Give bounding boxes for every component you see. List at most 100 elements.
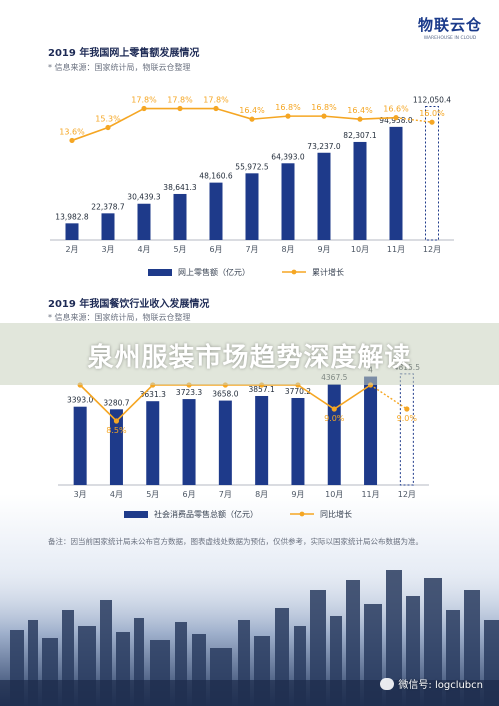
bar bbox=[173, 193, 187, 240]
brand-tagline: WAREHOUSE IN CLOUD bbox=[423, 36, 477, 41]
x-tick-label: 10月 bbox=[325, 490, 343, 499]
wechat-id: 微信号: logclubcn bbox=[398, 680, 483, 691]
legend-bar-swatch bbox=[148, 269, 172, 276]
x-tick-label: 11月 bbox=[361, 490, 379, 499]
line-value-label: 17.8% bbox=[131, 96, 157, 105]
legend-line-marker bbox=[299, 511, 305, 517]
banner-title: 泉州服装市场趋势深度解读 bbox=[87, 343, 412, 373]
bar bbox=[101, 213, 115, 240]
x-tick-label: 11月 bbox=[387, 245, 405, 254]
bar-value-label: 30,439.3 bbox=[127, 193, 161, 202]
bar-value-label: 94,958.0 bbox=[379, 116, 413, 125]
x-tick-label: 8月 bbox=[255, 490, 268, 499]
line-value-label: 17.8% bbox=[167, 96, 193, 105]
chart1-source: * 信息来源：国家统计局，物联云仓整理 bbox=[48, 63, 191, 72]
brand-name: 物联云仓 bbox=[417, 16, 482, 34]
line-point bbox=[331, 406, 337, 412]
chart1-online-retail: 13,982.8 2月 22,378.7 3月 30,439.3 4月 38,641.3 5月… bbox=[50, 96, 454, 277]
line-value-label: 13.6% bbox=[59, 127, 85, 136]
line-value-label: 15.3% bbox=[95, 115, 121, 124]
line-value-label: 8.5% bbox=[106, 426, 127, 435]
line-value-label: 16.4% bbox=[347, 106, 373, 115]
bar-value-label: 3658.0 bbox=[212, 390, 238, 399]
bar bbox=[353, 141, 367, 240]
bar bbox=[364, 376, 378, 485]
line-value-label: 17.8% bbox=[203, 96, 229, 105]
bar bbox=[73, 406, 87, 485]
bar bbox=[317, 152, 331, 240]
chart2-source: * 信息来源：国家统计局，物联云仓整理 bbox=[48, 313, 191, 322]
x-tick-label: 10月 bbox=[351, 245, 369, 254]
bar-value-label: 48,160.6 bbox=[199, 172, 233, 181]
line-point bbox=[213, 105, 219, 112]
line-point bbox=[321, 113, 327, 119]
bar bbox=[182, 399, 196, 485]
x-tick-label: 9月 bbox=[291, 490, 304, 499]
bar-value-label: 73,237.0 bbox=[307, 142, 341, 151]
x-tick-label: 2月 bbox=[65, 245, 78, 254]
bar bbox=[218, 400, 232, 485]
x-tick-label: 4月 bbox=[137, 245, 150, 254]
legend-line-marker bbox=[291, 269, 297, 275]
chart2-title: 2019 年我国餐饮行业收入发展情况 bbox=[48, 299, 210, 310]
series-line bbox=[71, 107, 397, 142]
footnote: 备注：因当前国家统计局未公布官方数据，图表虚线处数据为预估，仅供参考，实际以国家… bbox=[48, 537, 423, 546]
bar-value-label: 3857.1 bbox=[249, 385, 275, 394]
x-tick-label: 6月 bbox=[209, 245, 222, 254]
line-value-label: 16.6% bbox=[383, 105, 409, 114]
legend-line-label: 同比增长 bbox=[320, 509, 352, 519]
bar-value-label: 13,982.8 bbox=[55, 212, 89, 221]
bar bbox=[389, 126, 403, 240]
legend-bar-label: 网上零售额（亿元） bbox=[178, 267, 250, 277]
line-point bbox=[177, 105, 183, 112]
bar bbox=[146, 401, 160, 485]
line-point bbox=[249, 116, 255, 122]
line-point bbox=[105, 124, 111, 131]
x-tick-label: 3月 bbox=[101, 245, 114, 254]
line-point bbox=[429, 119, 435, 125]
x-tick-label: 4月 bbox=[110, 490, 123, 499]
chart1-title: 2019 年我国网上零售额发展情况 bbox=[48, 48, 200, 59]
bar-value-label: 3280.7 bbox=[103, 398, 129, 407]
line-point bbox=[69, 137, 75, 144]
bar-value-label: 55,972.5 bbox=[235, 162, 269, 171]
chart2-catering-revenue: 3393.0 3月 3280.7 4月 3631.3 5月 3723.3 6月 3658.0 7月… bbox=[58, 363, 429, 519]
bar-forecast bbox=[399, 373, 414, 486]
legend-line-label: 累计增长 bbox=[312, 267, 344, 277]
bar-value-label: 112,050.4 bbox=[413, 96, 451, 105]
line-point bbox=[285, 113, 291, 119]
line-value-label: 9.0% bbox=[324, 414, 345, 423]
x-tick-label: 9月 bbox=[317, 245, 330, 254]
line-value-label: 16.4% bbox=[239, 106, 265, 115]
bar bbox=[65, 223, 79, 240]
line-point bbox=[141, 105, 147, 112]
x-tick-label: 12月 bbox=[398, 490, 416, 499]
line-point bbox=[404, 406, 410, 412]
x-tick-label: 8月 bbox=[281, 245, 294, 254]
brand-logo: 物联云仓 WAREHOUSE IN CLOUD bbox=[415, 14, 485, 41]
line-value-label: 16.8% bbox=[311, 103, 337, 112]
bar-value-label: 3393.0 bbox=[67, 396, 93, 405]
x-tick-label: 3月 bbox=[74, 490, 87, 499]
bar-value-label: 3631.3 bbox=[140, 390, 166, 399]
line-point bbox=[357, 116, 363, 122]
bar-value-label: 22,378.7 bbox=[91, 202, 125, 211]
line-point bbox=[393, 115, 399, 121]
line-point bbox=[113, 418, 120, 424]
title-banner bbox=[0, 323, 499, 385]
legend-bar-label: 社会消费品零售总额（亿元） bbox=[154, 509, 258, 519]
bar bbox=[109, 409, 123, 485]
bar bbox=[137, 203, 151, 240]
x-tick-label: 5月 bbox=[173, 245, 186, 254]
city-skyline-image bbox=[0, 560, 499, 706]
x-tick-label: 7月 bbox=[245, 245, 258, 254]
bar-value-label: 38,641.3 bbox=[163, 183, 197, 192]
x-tick-label: 5月 bbox=[146, 490, 159, 499]
bar-value-label: 3723.3 bbox=[176, 388, 202, 397]
bar-value-label: 64,393.0 bbox=[271, 152, 305, 161]
legend-bar-swatch bbox=[124, 511, 148, 518]
bar-forecast bbox=[425, 106, 439, 241]
wechat-icon bbox=[380, 677, 395, 690]
bar bbox=[245, 173, 259, 240]
